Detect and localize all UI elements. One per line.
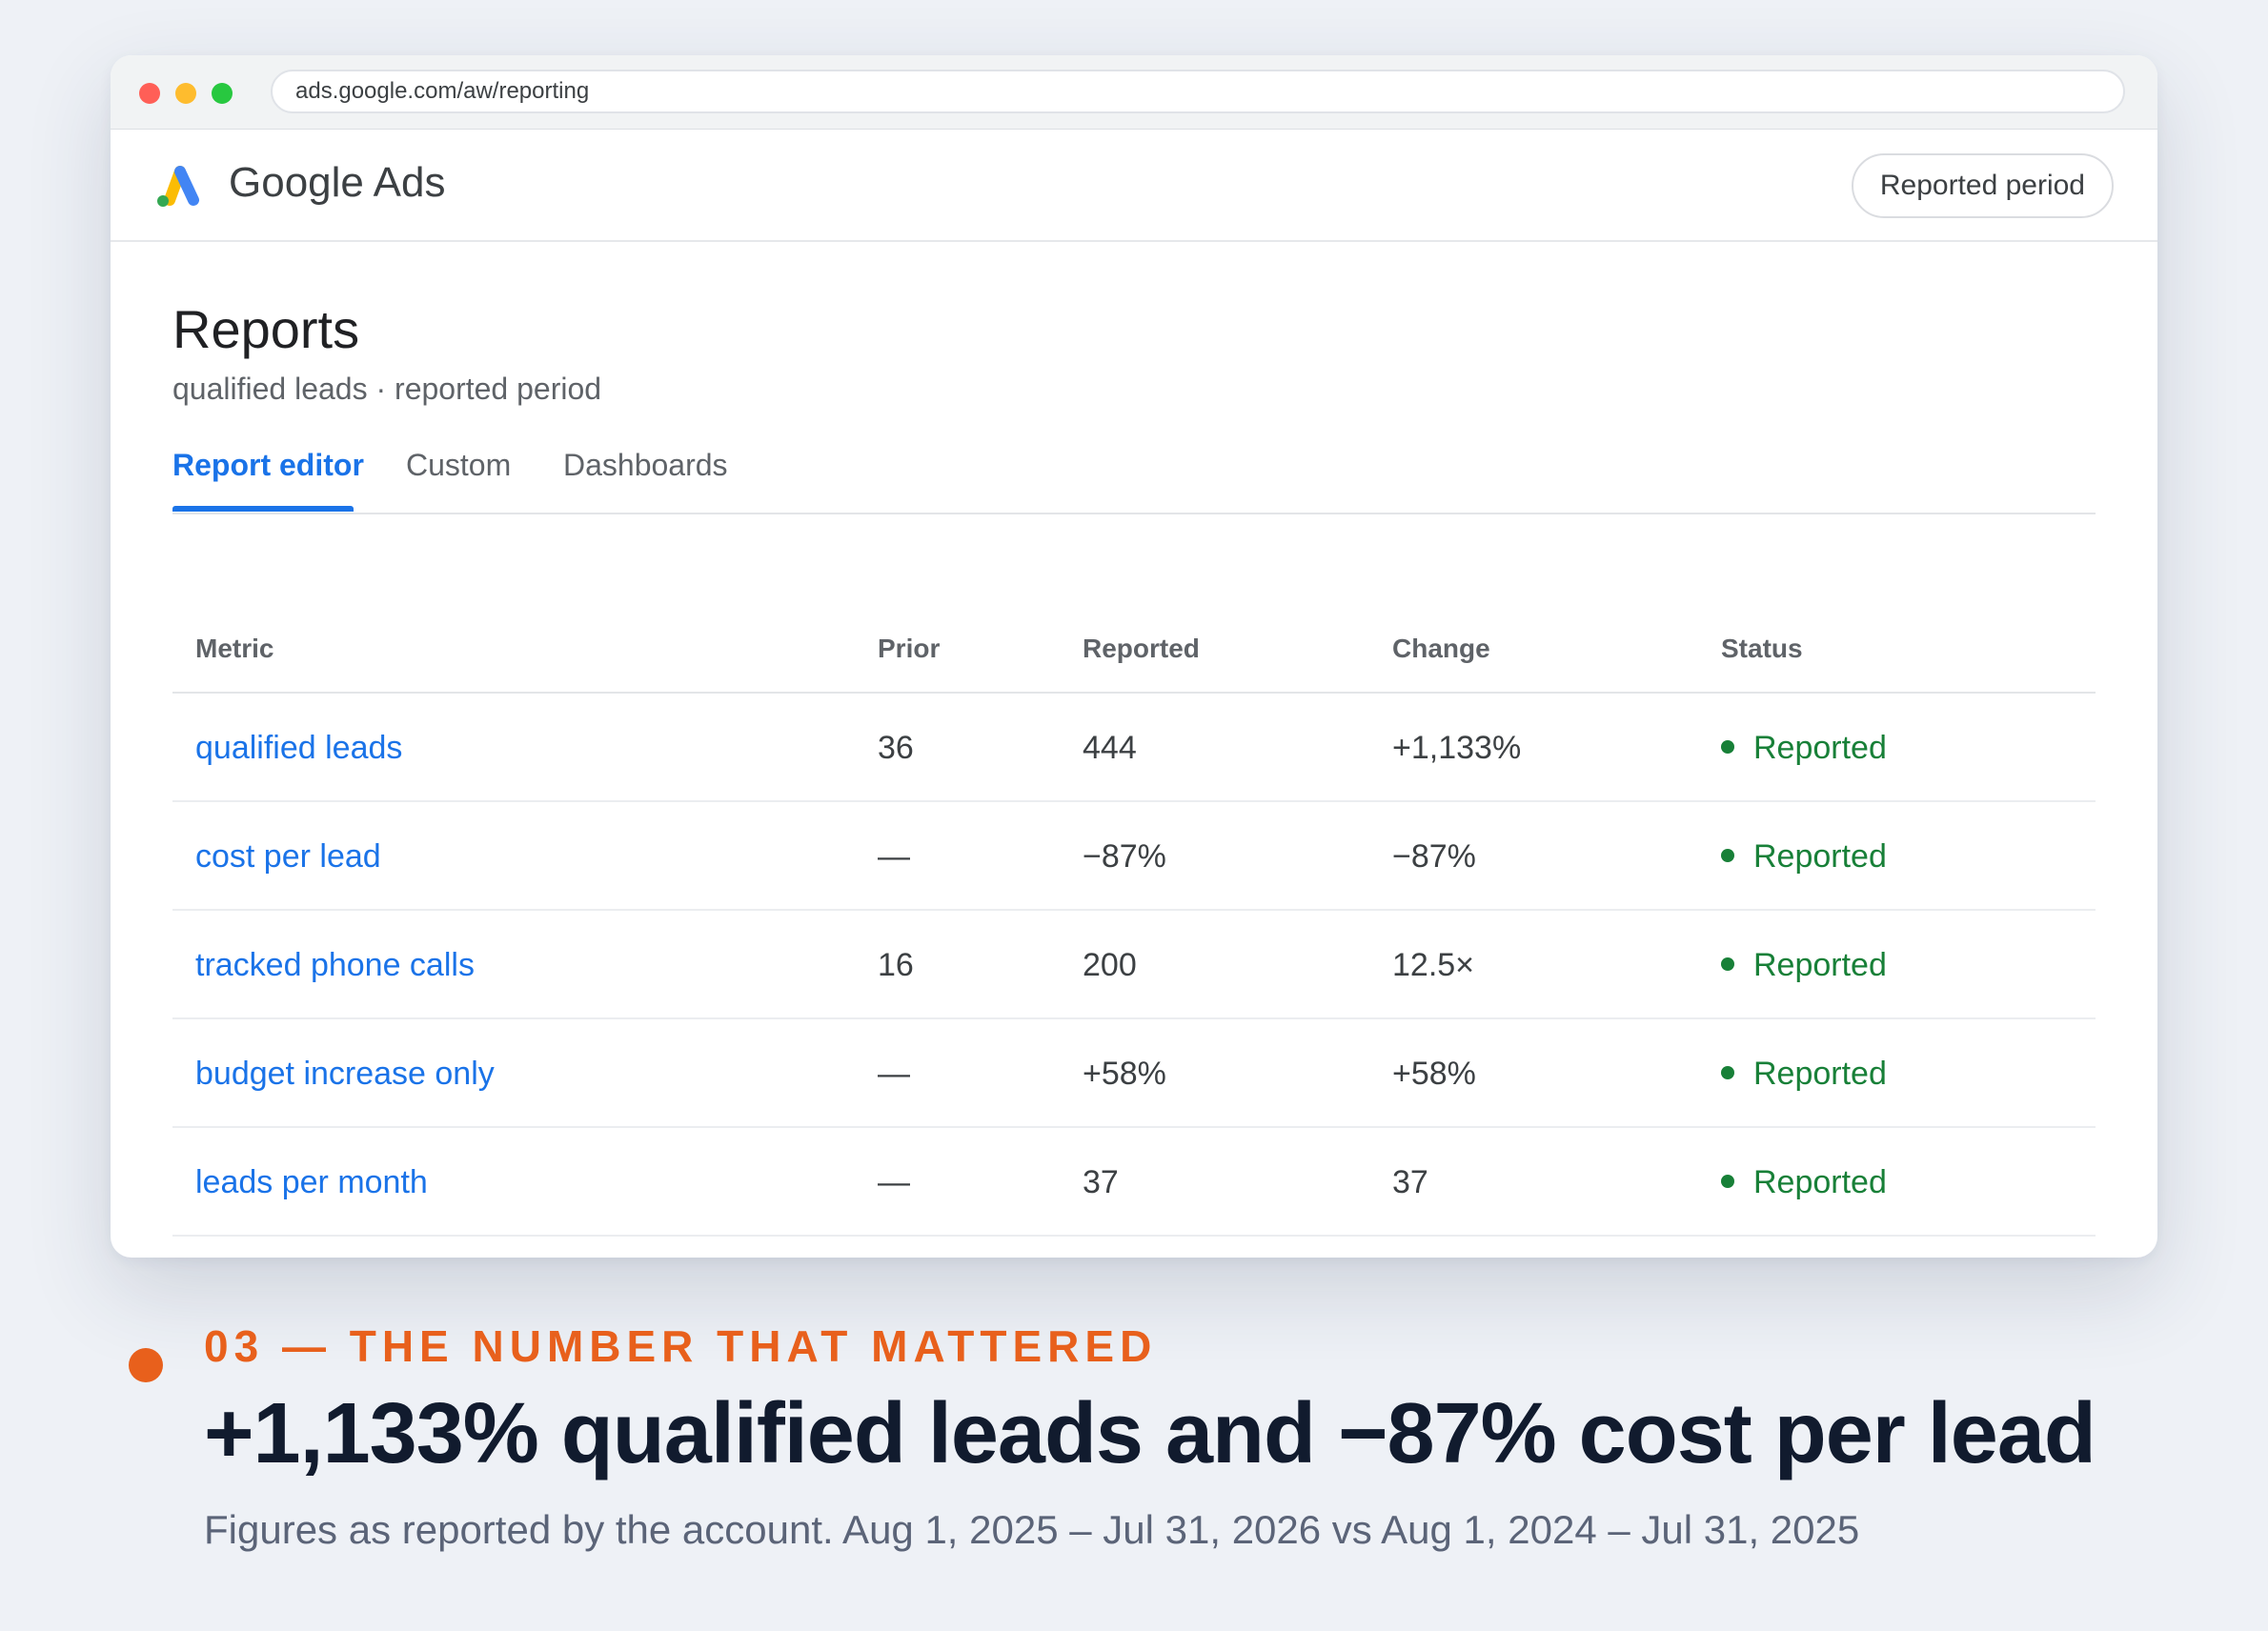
column-header-prior[interactable]: Prior bbox=[878, 634, 941, 663]
column-header-status[interactable]: Status bbox=[1721, 634, 1803, 663]
reported-value: 200 bbox=[1083, 947, 1137, 983]
status-dot-icon bbox=[1721, 849, 1734, 863]
page-title: Reports bbox=[172, 299, 360, 359]
status-label: Reported bbox=[1753, 1164, 1887, 1200]
prior-value: 16 bbox=[878, 947, 914, 983]
change-value: 12.5× bbox=[1392, 947, 1475, 983]
google-ads-logo-icon bbox=[157, 166, 199, 207]
window-minimize-button[interactable] bbox=[175, 83, 196, 104]
status-dot-icon bbox=[1721, 740, 1734, 755]
metric-link[interactable]: budget increase only bbox=[195, 1056, 495, 1092]
status-label: Reported bbox=[1753, 947, 1887, 983]
accent-dot-icon bbox=[129, 1348, 163, 1382]
table-row[interactable]: leads per month — 37 37 Reported bbox=[172, 1128, 2096, 1237]
status-badge: Reported bbox=[1721, 729, 1887, 767]
window-maximize-button[interactable] bbox=[212, 83, 233, 104]
change-value: +58% bbox=[1392, 1056, 1476, 1092]
tab-custom[interactable]: Custom bbox=[406, 448, 512, 482]
column-header-reported[interactable]: Reported bbox=[1083, 634, 1200, 663]
reported-value: +58% bbox=[1083, 1056, 1166, 1092]
app-name: Google Ads bbox=[229, 159, 446, 206]
change-value: +1,133% bbox=[1392, 730, 1522, 766]
status-badge: Reported bbox=[1721, 837, 1887, 876]
status-badge: Reported bbox=[1721, 1055, 1887, 1093]
caption-headline: +1,133% qualified leads and −87% cost pe… bbox=[204, 1386, 2096, 1481]
status-label: Reported bbox=[1753, 730, 1887, 766]
column-header-metric[interactable]: Metric bbox=[195, 634, 274, 663]
tab-report-editor[interactable]: Report editor bbox=[172, 448, 364, 482]
reported-value: −87% bbox=[1083, 838, 1166, 875]
change-value: −87% bbox=[1392, 838, 1476, 875]
app-header: Google Ads Reported period bbox=[111, 130, 2157, 242]
prior-value: — bbox=[878, 1056, 910, 1092]
reported-value: 37 bbox=[1083, 1164, 1119, 1200]
status-badge: Reported bbox=[1721, 1163, 1887, 1201]
prior-value: — bbox=[878, 1164, 910, 1200]
prior-value: — bbox=[878, 838, 910, 875]
status-dot-icon bbox=[1721, 957, 1734, 972]
reported-value: 444 bbox=[1083, 730, 1137, 766]
status-dot-icon bbox=[1721, 1066, 1734, 1080]
report-tabs: Report editor Custom Dashboards bbox=[172, 436, 2096, 514]
status-label: Reported bbox=[1753, 1056, 1887, 1092]
change-value: 37 bbox=[1392, 1164, 1428, 1200]
status-badge: Reported bbox=[1721, 946, 1887, 984]
report-table: Metric Prior Reported Change Status qual… bbox=[172, 594, 2096, 1237]
table-row[interactable]: cost per lead — −87% −87% Reported bbox=[172, 802, 2096, 911]
browser-chrome: ads.google.com/aw/reporting bbox=[111, 55, 2157, 130]
reported-period-button[interactable]: Reported period bbox=[1851, 153, 2114, 218]
tab-dashboards[interactable]: Dashboards bbox=[563, 448, 728, 482]
column-header-change[interactable]: Change bbox=[1392, 634, 1490, 663]
status-label: Reported bbox=[1753, 838, 1887, 875]
table-header: Metric Prior Reported Change Status bbox=[172, 594, 2096, 694]
window-close-button[interactable] bbox=[139, 83, 160, 104]
address-bar[interactable]: ads.google.com/aw/reporting bbox=[271, 70, 2125, 113]
metric-link[interactable]: tracked phone calls bbox=[195, 947, 475, 983]
table-row[interactable]: qualified leads 36 444 +1,133% Reported bbox=[172, 694, 2096, 802]
prior-value: 36 bbox=[878, 730, 914, 766]
active-tab-indicator bbox=[172, 506, 354, 512]
metric-link[interactable]: leads per month bbox=[195, 1164, 428, 1200]
page-subtitle: qualified leads · reported period bbox=[172, 372, 602, 406]
table-row[interactable]: tracked phone calls 16 200 12.5× Reporte… bbox=[172, 911, 2096, 1019]
status-dot-icon bbox=[1721, 1175, 1734, 1189]
browser-window: ads.google.com/aw/reporting Google Ads R… bbox=[111, 55, 2157, 1258]
table-row[interactable]: budget increase only — +58% +58% Reporte… bbox=[172, 1019, 2096, 1128]
metric-link[interactable]: cost per lead bbox=[195, 838, 381, 875]
caption-footnote: Figures as reported by the account. Aug … bbox=[204, 1507, 1860, 1552]
metric-link[interactable]: qualified leads bbox=[195, 730, 403, 766]
section-eyebrow: 03 — THE NUMBER THAT MATTERED bbox=[204, 1321, 1158, 1371]
